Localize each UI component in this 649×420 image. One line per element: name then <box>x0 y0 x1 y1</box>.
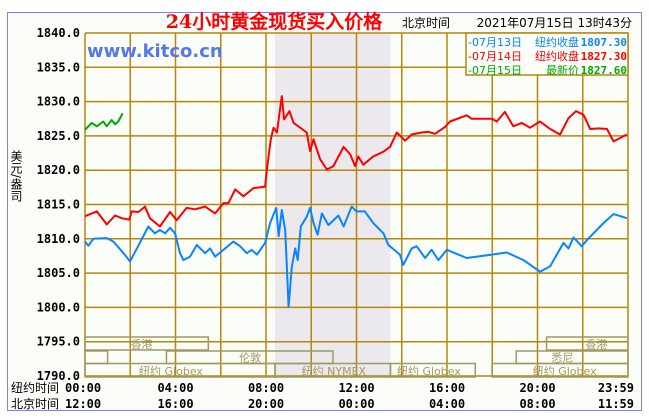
x-tick-label: 08:00 <box>519 397 555 411</box>
series-line <box>84 205 628 308</box>
legend-value: 1807.30 <box>581 36 627 49</box>
y-tick-label: 1820.0 <box>37 163 80 177</box>
x-tick-label: 16:00 <box>429 381 465 395</box>
y-tick-label: 1815.0 <box>37 198 80 212</box>
x-tick-label: 12:00 <box>65 397 101 411</box>
session-label: 伦敦 <box>239 351 261 365</box>
y-tick-label: 1800.0 <box>37 300 80 314</box>
time-zone-label: 北京时间 <box>402 16 450 30</box>
x-tick-label: 00:00 <box>338 397 374 411</box>
legend-desc: 纽约收盘 <box>535 49 579 63</box>
x-tick-label: 04:00 <box>429 397 465 411</box>
y-tick-label: 1805.0 <box>37 266 80 280</box>
x-row-label: 纽约时间 <box>11 380 59 395</box>
legend-date: -07月13日 <box>468 36 522 49</box>
legend-box <box>465 32 629 76</box>
session-label: 纽约 NYMEX <box>302 364 367 378</box>
legend-value: 1827.30 <box>581 50 627 63</box>
series-line <box>84 112 124 131</box>
y-tick-label: 1825.0 <box>37 129 80 143</box>
session-bar <box>491 362 629 378</box>
x-tick-label: 20:00 <box>248 397 284 411</box>
session-label: 纽约 Globex <box>397 364 461 378</box>
x-tick-label: 11:59 <box>598 397 634 411</box>
x-tick-label: 00:00 <box>65 381 101 395</box>
session-label: 香港 <box>585 338 607 351</box>
y-tick-label: 1835.0 <box>37 60 80 74</box>
x-tick-label: 16:00 <box>157 397 193 411</box>
x-tick-label: 20:00 <box>519 381 555 395</box>
session-label: 悉尼 <box>551 352 573 365</box>
x-tick-label: 08:00 <box>248 381 284 395</box>
x-row-label: 北京时间 <box>11 397 59 411</box>
legend-desc: 最新价 <box>546 63 579 77</box>
watermark: www.kitco.cn <box>87 41 223 62</box>
y-tick-label: 1840.0 <box>37 26 80 40</box>
y-tick-label: 1795.0 <box>37 335 80 349</box>
chart-title: 24小时黄金现货买入价格 <box>166 10 383 33</box>
legend-date: -07月14日 <box>468 50 522 63</box>
session-bar <box>84 336 210 351</box>
y-tick-label: 1830.0 <box>37 95 80 109</box>
y-tick-label: 1790.0 <box>37 369 80 383</box>
legend-date: -07月15日 <box>468 64 522 77</box>
session-label: 纽约 Globex <box>533 364 597 378</box>
y-tick-label: 1810.0 <box>37 232 80 246</box>
legend-value: 1827.60 <box>581 64 627 77</box>
session-label: 香港 <box>131 338 153 351</box>
session-bar <box>545 336 629 351</box>
x-tick-label: 04:00 <box>157 381 193 395</box>
x-tick-label: 12:00 <box>338 381 374 395</box>
y-axis-label: 美元/盎司 <box>9 150 23 202</box>
timestamp: 2021年07月15日 13时43分 <box>477 16 632 30</box>
legend-desc: 纽约收盘 <box>535 35 579 49</box>
session-bar <box>389 362 477 378</box>
series-line <box>84 95 628 228</box>
session-label: 纽约 Globex <box>139 364 203 378</box>
x-tick-label: 23:59 <box>598 381 634 395</box>
